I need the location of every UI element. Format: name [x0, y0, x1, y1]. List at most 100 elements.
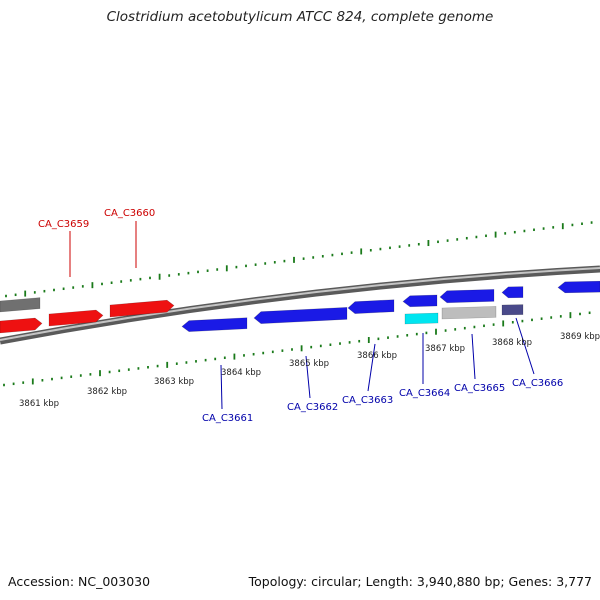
outer-tick [369, 248, 372, 252]
outer-tick [5, 294, 7, 298]
inner-tick [147, 365, 149, 369]
gene-label-bottom[interactable]: CA_C3661 [202, 413, 253, 424]
inner-tick [291, 348, 293, 351]
gene-label-bottom[interactable]: CA_C3666 [512, 378, 563, 389]
inner-tick [559, 315, 562, 318]
inner-tick [89, 373, 92, 376]
kbp-label: 3867 kbp [425, 344, 465, 354]
inner-tick [348, 341, 351, 344]
inner-tick [310, 345, 313, 349]
outer-tick [129, 279, 132, 282]
outer-tick [14, 293, 17, 297]
outer-tick [312, 256, 315, 259]
inner-tick [531, 318, 533, 322]
gene-label-bottom[interactable]: CA_C3662 [287, 402, 338, 413]
outer-tick [72, 286, 75, 289]
inner-tick [281, 349, 284, 352]
outer-tick [283, 259, 286, 263]
inner-tick [223, 356, 226, 360]
inner-tick [396, 335, 399, 338]
outer-tick [542, 227, 545, 230]
outer-tick [24, 290, 27, 297]
gene-forward [48, 309, 104, 327]
outer-tick [254, 263, 257, 266]
gene-features [0, 280, 600, 334]
inner-tick [329, 343, 332, 347]
outer-tick [235, 265, 238, 269]
inner-tick [435, 328, 437, 335]
inner-tick [387, 336, 389, 339]
leader-line [471, 333, 476, 380]
outer-tick [379, 247, 382, 251]
inner-tick [521, 319, 524, 323]
outer-tick [465, 236, 468, 240]
gene-label-top[interactable]: CA_C3659 [38, 219, 89, 230]
inner-tick [579, 312, 581, 316]
tick-marks [3, 221, 593, 387]
gene-reverse [181, 317, 248, 332]
gene-label-bottom[interactable]: CA_C3664 [399, 388, 450, 399]
label-leader-lines [69, 221, 535, 410]
outer-tick [389, 246, 391, 250]
gene-pseudo [441, 306, 497, 320]
inner-tick [60, 376, 63, 380]
inner-tick [492, 323, 495, 326]
inner-tick [502, 320, 505, 327]
gene-reverse [557, 280, 600, 294]
inner-tick [175, 362, 178, 365]
gene-reverse [402, 294, 438, 308]
gene-label-bottom[interactable]: CA_C3665 [454, 383, 505, 394]
outer-tick [581, 222, 583, 226]
inner-tick [108, 370, 111, 374]
outer-tick [62, 287, 65, 291]
inner-tick [473, 325, 476, 329]
kbp-label: 3865 kbp [289, 359, 329, 369]
outer-tick [91, 282, 94, 289]
accession-text: Accession: NC_003030 [8, 574, 151, 589]
inner-tick [367, 337, 370, 344]
outer-tick [456, 238, 459, 241]
inner-tick [51, 377, 53, 381]
outer-tick [446, 239, 449, 242]
outer-tick [571, 223, 574, 227]
inner-tick [156, 364, 159, 368]
kbp-label: 3866 kbp [357, 351, 397, 361]
outer-tick [417, 242, 420, 246]
outer-tick [216, 268, 219, 271]
inner-tick [3, 383, 5, 387]
inner-tick [185, 361, 188, 364]
inner-tick [454, 328, 457, 331]
outer-tick [33, 291, 36, 294]
inner-tick [204, 358, 207, 362]
inner-tick [166, 361, 169, 368]
outer-tick [533, 228, 535, 232]
inner-tick [540, 317, 543, 320]
inner-tick [358, 339, 361, 343]
inner-tick [319, 344, 322, 348]
inner-tick [214, 357, 217, 361]
outer-tick [53, 288, 55, 292]
kbp-label: 3869 kbp [560, 332, 600, 342]
outer-tick [302, 257, 305, 260]
outer-tick [149, 276, 151, 280]
kbp-label: 3862 kbp [87, 387, 127, 397]
gene-label-bottom[interactable]: CA_C3663 [342, 395, 393, 406]
outer-tick [408, 244, 411, 247]
inner-tick [425, 331, 428, 335]
gene-reverse [347, 299, 395, 314]
inner-tick [415, 332, 418, 336]
inner-tick [79, 374, 82, 377]
inner-tick [99, 370, 101, 377]
inner-tick [463, 326, 466, 330]
outer-tick [293, 256, 295, 263]
inner-tick [252, 352, 255, 356]
leader-line [367, 343, 376, 392]
outer-tick [523, 229, 526, 233]
genome-summary: Topology: circular; Length: 3,940,880 bp… [248, 574, 592, 589]
inner-tick [569, 312, 572, 319]
outer-tick [590, 221, 593, 224]
kbp-label: 3861 kbp [19, 399, 59, 409]
gene-label-top[interactable]: CA_C3660 [104, 208, 155, 219]
inner-tick [195, 360, 197, 363]
genome-backbone [0, 265, 600, 345]
